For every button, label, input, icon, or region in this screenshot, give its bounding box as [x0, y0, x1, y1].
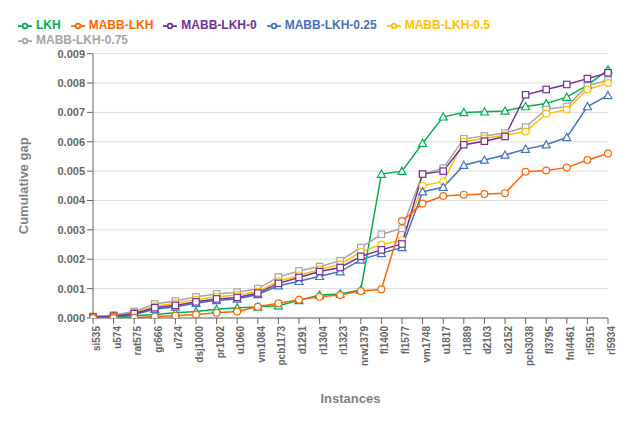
html-text:LKH: LKH [36, 18, 61, 32]
svg-text:dsj1000: dsj1000 [194, 326, 205, 363]
svg-text:rl1304: rl1304 [318, 326, 329, 355]
svg-text:pcb3038: pcb3038 [524, 326, 535, 366]
svg-text:fl3795: fl3795 [544, 326, 555, 355]
svg-text:si535: si535 [91, 326, 102, 351]
svg-text:fl1577: fl1577 [400, 326, 411, 355]
html-text:MABB-LKH-0.25: MABB-LKH-0.25 [284, 18, 377, 32]
html-text:MABB-LKH-0: MABB-LKH-0 [181, 18, 257, 32]
svg-text:d1291: d1291 [297, 326, 308, 355]
svg-text:Cumulative gap: Cumulative gap [16, 137, 31, 234]
svg-text:rat575: rat575 [132, 326, 143, 356]
svg-text:vm1748: vm1748 [421, 326, 432, 363]
svg-text:0.008: 0.008 [57, 77, 85, 89]
svg-text:0.005: 0.005 [57, 165, 85, 177]
svg-text:rl5934: rl5934 [606, 326, 617, 355]
svg-text:u1817: u1817 [441, 326, 452, 355]
svg-text:u574: u574 [112, 326, 123, 349]
svg-text:fnl4461: fnl4461 [565, 326, 576, 361]
html-text:MABB-LKH-0.5: MABB-LKH-0.5 [404, 18, 490, 32]
svg-text:gr666: gr666 [153, 326, 164, 353]
svg-text:0.001: 0.001 [57, 283, 85, 295]
svg-text:d2103: d2103 [483, 326, 494, 355]
svg-text:pr1002: pr1002 [215, 326, 226, 359]
svg-text:rl5915: rl5915 [586, 326, 597, 355]
svg-text:nrw1379: nrw1379 [359, 326, 370, 366]
svg-text:pcb1173: pcb1173 [277, 326, 288, 366]
svg-text:0.003: 0.003 [57, 224, 85, 236]
svg-text:0.006: 0.006 [57, 136, 85, 148]
html-text:MABB-LKH: MABB-LKH [88, 18, 154, 32]
svg-text:vm1084: vm1084 [256, 326, 267, 363]
svg-text:u2152: u2152 [503, 326, 514, 355]
svg-text:0.007: 0.007 [57, 106, 85, 118]
svg-text:0.009: 0.009 [57, 48, 85, 60]
svg-text:u724: u724 [174, 326, 185, 349]
svg-text:fl1400: fl1400 [380, 326, 391, 355]
svg-text:rl1323: rl1323 [338, 326, 349, 355]
svg-text:u1060: u1060 [235, 326, 246, 355]
svg-text:rl1889: rl1889 [462, 326, 473, 355]
svg-text:0.000: 0.000 [57, 312, 85, 324]
html-text:MABB-LKH-0.75: MABB-LKH-0.75 [36, 32, 128, 47]
svg-text:Instances: Instances [321, 391, 381, 406]
svg-text:0.004: 0.004 [57, 194, 85, 206]
svg-text:0.002: 0.002 [57, 253, 85, 265]
